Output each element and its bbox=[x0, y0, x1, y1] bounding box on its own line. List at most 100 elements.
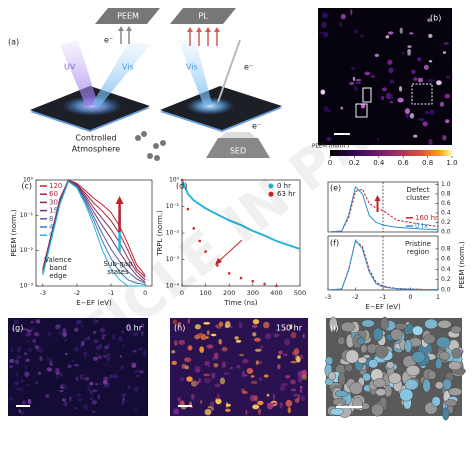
bright-spot bbox=[295, 355, 300, 362]
bright-spot bbox=[121, 344, 125, 348]
bright-spot bbox=[135, 374, 140, 378]
bright-spot bbox=[364, 71, 371, 76]
grain bbox=[356, 337, 366, 345]
bright-spot bbox=[67, 364, 72, 369]
bright-spot bbox=[9, 358, 15, 363]
bright-spot bbox=[120, 364, 124, 370]
x-tick-label: 400 bbox=[270, 289, 282, 297]
bright-spot bbox=[254, 337, 261, 342]
bright-spot bbox=[132, 332, 137, 337]
y-tick-label: 10⁻¹ bbox=[166, 203, 180, 210]
bright-spot bbox=[225, 403, 231, 407]
colorbar-tick-label: 0.2 bbox=[349, 159, 360, 167]
grain bbox=[345, 349, 360, 364]
bright-spot bbox=[413, 134, 418, 138]
bright-spot bbox=[255, 360, 259, 365]
bright-spot bbox=[246, 367, 254, 374]
bright-spot bbox=[409, 32, 414, 35]
bright-spot bbox=[235, 339, 242, 343]
bright-spot bbox=[14, 380, 19, 386]
grain bbox=[439, 351, 451, 361]
bright-spot bbox=[429, 109, 435, 116]
bright-spot bbox=[184, 365, 189, 370]
bright-spot bbox=[113, 374, 119, 379]
bright-spot bbox=[213, 362, 219, 368]
bright-spot bbox=[171, 350, 176, 354]
legend-label: 0 bbox=[49, 231, 53, 239]
grain bbox=[361, 319, 375, 328]
bright-spot bbox=[195, 381, 200, 385]
bright-spot bbox=[390, 94, 393, 100]
colorbar-tick-label: 0.8 bbox=[422, 159, 433, 167]
bright-spot bbox=[74, 327, 79, 332]
bright-spot bbox=[61, 383, 67, 388]
bright-spot bbox=[254, 348, 262, 352]
bright-spot bbox=[180, 377, 184, 381]
y-axis-label: PEEM (norm.) bbox=[10, 209, 18, 257]
annotation: Sub-gap bbox=[103, 260, 133, 268]
bright-spot bbox=[213, 352, 219, 360]
y-axis-label: TRPL (norm.) bbox=[156, 210, 164, 257]
bright-spot bbox=[445, 119, 450, 124]
bright-spot bbox=[129, 328, 134, 332]
bright-spot bbox=[442, 51, 447, 54]
bright-spot bbox=[81, 340, 85, 346]
legend-label: 63 hr bbox=[277, 190, 296, 198]
y-tick-label: 0.8 bbox=[441, 190, 451, 197]
panel-label: (a) bbox=[8, 38, 19, 47]
grain bbox=[412, 325, 424, 336]
time-label: 0 hr bbox=[126, 324, 143, 333]
bright-spot bbox=[225, 408, 231, 412]
bright-spot bbox=[293, 393, 299, 397]
atmosphere-label: Controlled bbox=[75, 134, 116, 143]
data-point bbox=[198, 239, 201, 243]
bright-spot bbox=[354, 85, 358, 91]
bright-spot bbox=[326, 136, 332, 142]
legend-label: 4 bbox=[49, 223, 54, 231]
vis-beam bbox=[178, 40, 212, 106]
bright-spot bbox=[127, 385, 130, 390]
bright-spot bbox=[409, 113, 415, 119]
bright-spot bbox=[446, 76, 451, 79]
bright-spot bbox=[290, 379, 296, 385]
grain bbox=[444, 399, 458, 407]
grain bbox=[360, 344, 368, 354]
bright-spot bbox=[194, 324, 201, 330]
atmosphere-label: Atmosphere bbox=[72, 145, 121, 154]
bright-spot bbox=[103, 384, 109, 388]
bright-spot bbox=[89, 397, 93, 401]
bright-spot bbox=[48, 358, 54, 362]
bright-spot bbox=[11, 328, 17, 331]
bright-spot bbox=[404, 108, 411, 114]
grain bbox=[404, 378, 419, 391]
bright-spot bbox=[399, 27, 403, 34]
bright-spot bbox=[23, 352, 28, 356]
bright-spot bbox=[223, 372, 230, 375]
bright-spot bbox=[98, 344, 103, 349]
grain bbox=[330, 407, 344, 416]
grain bbox=[375, 388, 387, 397]
bright-spot bbox=[16, 349, 21, 353]
bright-spot bbox=[55, 324, 61, 330]
grain bbox=[435, 381, 444, 390]
bright-spot bbox=[381, 95, 385, 101]
grain bbox=[422, 378, 431, 393]
bright-spot bbox=[298, 376, 303, 383]
bright-spot bbox=[423, 64, 429, 70]
grain bbox=[352, 397, 363, 411]
sed-label: SED bbox=[230, 147, 246, 156]
grain bbox=[337, 372, 346, 386]
vis-beam bbox=[92, 40, 150, 106]
bright-spot bbox=[352, 76, 356, 81]
grain bbox=[390, 328, 403, 341]
data-point bbox=[216, 264, 219, 267]
bright-spot bbox=[105, 363, 108, 366]
data-point bbox=[275, 284, 278, 288]
grain bbox=[380, 317, 389, 331]
bright-spot bbox=[27, 347, 32, 353]
bright-spot bbox=[263, 321, 270, 329]
bright-spot bbox=[101, 336, 105, 340]
x-tick-label: 0 bbox=[143, 289, 147, 297]
bright-spot bbox=[388, 67, 394, 74]
bright-spot bbox=[350, 9, 353, 16]
